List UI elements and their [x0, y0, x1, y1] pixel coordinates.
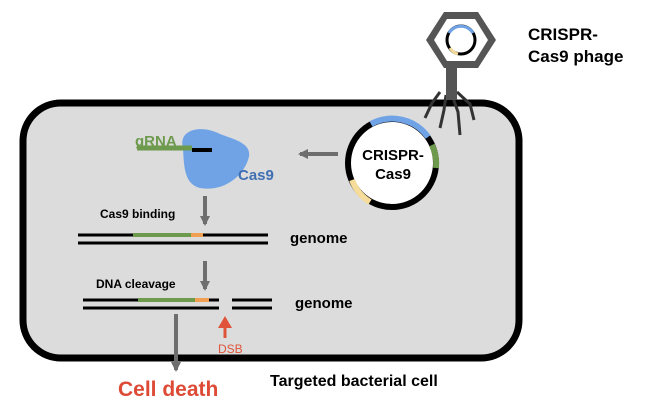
dsb-label: DSB [218, 342, 243, 356]
genome-cleaved [83, 298, 272, 310]
cas9-binding-label: Cas9 binding [100, 207, 175, 221]
crispr-plasmid [345, 115, 440, 210]
grna-label: gRNA [135, 133, 177, 150]
dsb-arrow [218, 316, 232, 338]
phage-label-line1: CRISPR- [528, 25, 598, 44]
cas9-protein [182, 129, 250, 189]
phage-label-line2: Cas9 phage [528, 47, 623, 66]
bacterial-cell [19, 99, 523, 362]
plasmid-label-line2: Cas9 [375, 166, 411, 183]
genome-label-1: genome [290, 230, 348, 247]
plasmid-label-line1: CRISPR- [362, 147, 424, 164]
genome-label-2: genome [295, 295, 353, 312]
cell-death-label: Cell death [118, 378, 218, 401]
dna-cleavage-label: DNA cleavage [96, 277, 176, 291]
phage-icon [423, 12, 496, 136]
genome-bound [78, 233, 268, 245]
targeted-cell-label: Targeted bacterial cell [270, 373, 438, 390]
cas9-label: Cas9 [238, 167, 274, 184]
cas9-complex [137, 129, 250, 189]
